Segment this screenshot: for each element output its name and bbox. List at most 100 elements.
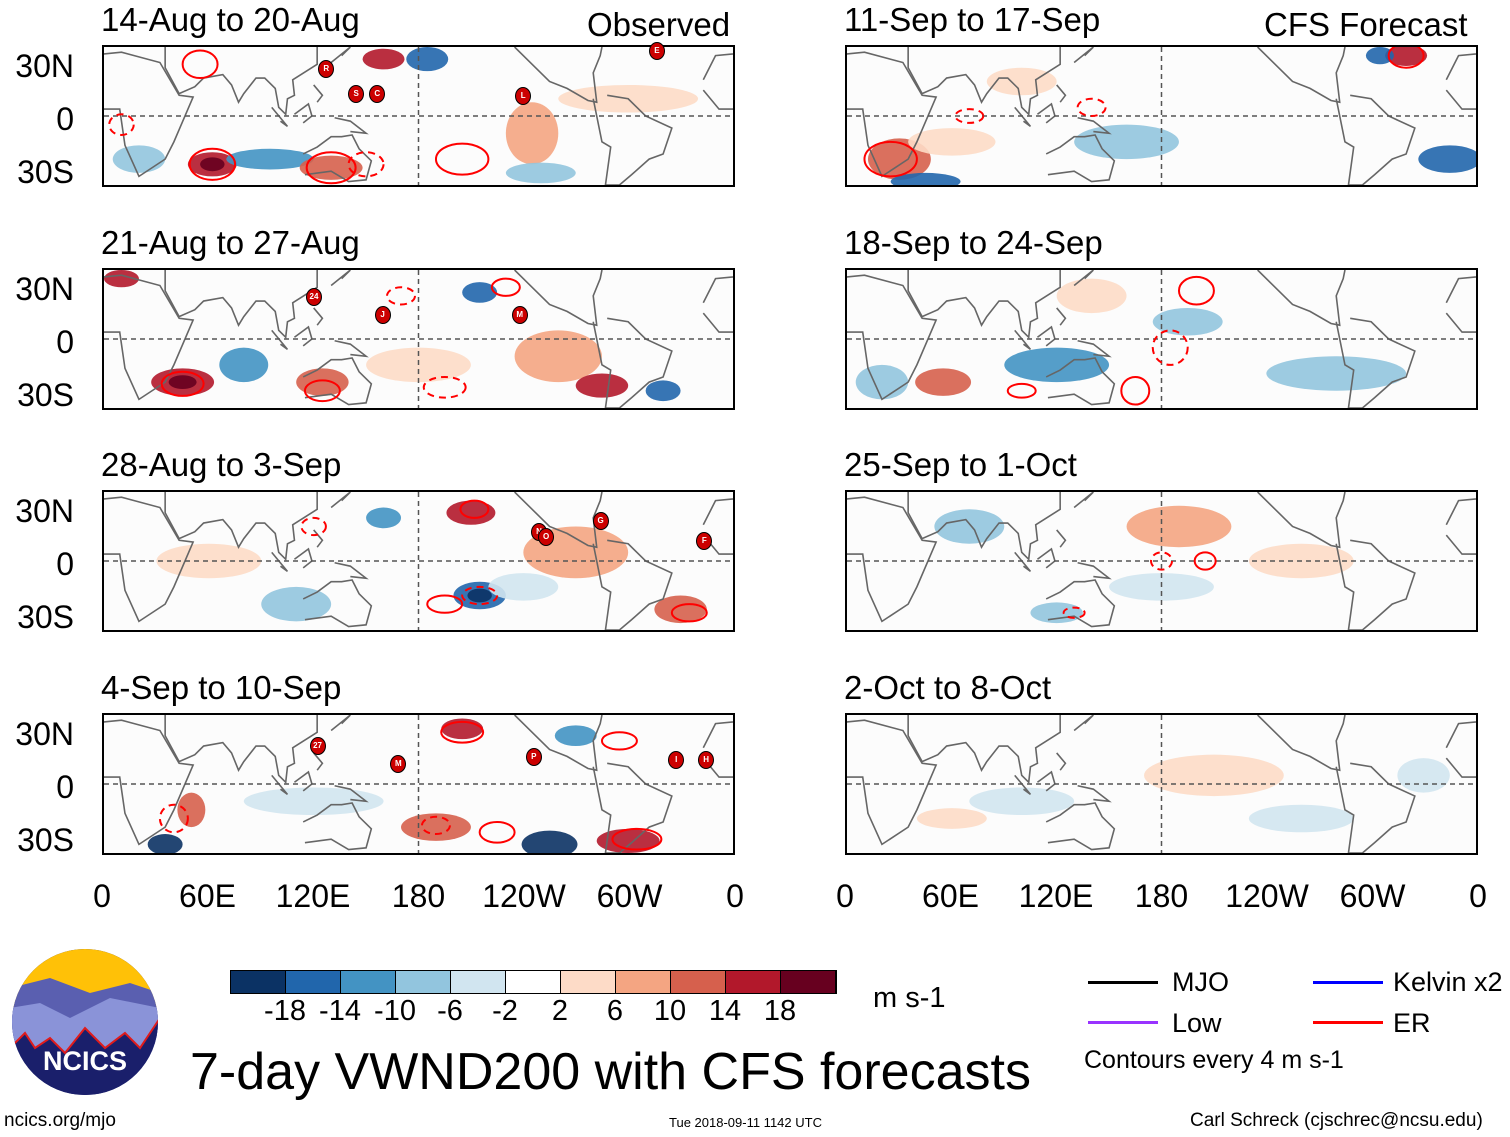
lat-label: 30N (15, 493, 74, 529)
anomaly-shading (406, 47, 449, 72)
legend-er-line (1313, 1021, 1383, 1024)
coastline (908, 715, 1060, 782)
coastline (1074, 47, 1093, 63)
coastline (515, 270, 602, 325)
er-contour (1121, 377, 1149, 405)
colorbar-swatch (396, 971, 451, 993)
coastline (335, 563, 366, 579)
anomaly-shading (200, 157, 225, 172)
coastline (703, 52, 735, 176)
coastline (272, 107, 288, 126)
coastline (593, 763, 672, 853)
coastline (331, 47, 350, 63)
figure-title: 7-day VWND200 with CFS forecasts (190, 1043, 1031, 1101)
panel-title: 28-Aug to 3-Sep (101, 446, 342, 483)
colorbar-swatch (671, 971, 726, 993)
coastline (102, 52, 193, 176)
coastline (1046, 135, 1114, 182)
vwnd-map-panel (845, 268, 1478, 410)
coastline (1446, 720, 1478, 844)
er-contour (1064, 608, 1085, 618)
coastline (1074, 715, 1093, 731)
coastline (1078, 786, 1109, 802)
coastline (908, 270, 1060, 337)
vwnd-map-panel (102, 268, 735, 410)
er-contour (462, 587, 497, 604)
coastline (845, 720, 936, 844)
er-contour (492, 279, 520, 296)
coastline (1037, 327, 1054, 346)
ncics-logo: NCICS (12, 949, 158, 1095)
anomaly-shading (908, 128, 996, 156)
legend-low: Low (1172, 1008, 1222, 1038)
coastline (1046, 803, 1114, 850)
er-contour (612, 829, 661, 850)
lon-label: 180 (1134, 878, 1189, 914)
coastline (1078, 118, 1109, 134)
tropical-cyclone-icon: P (525, 747, 542, 766)
anomaly-shading (1152, 307, 1223, 336)
anomaly-shading (986, 67, 1057, 96)
lon-label: 60W (596, 878, 663, 914)
tropical-cyclone-icon: C (369, 84, 386, 103)
tropical-cyclone-icon: S (348, 84, 365, 103)
lon-label: 120W (1225, 878, 1309, 914)
observed-column-title: Observed (587, 6, 731, 43)
footer-url[interactable]: ncics.org/mjo (4, 1110, 116, 1131)
coastline (331, 492, 350, 508)
coastline (515, 492, 602, 547)
anomaly-shading (1004, 347, 1110, 383)
tropical-cyclone-icon: I (668, 751, 685, 770)
coastline (303, 358, 371, 405)
legend-kelvin: Kelvin x2 (1393, 967, 1503, 997)
anomaly-shading (505, 162, 576, 184)
vwnd-map-panel (102, 490, 735, 632)
coastline (1258, 715, 1345, 770)
coastline (165, 492, 317, 559)
lon-label: 120W (482, 878, 566, 914)
lon-label: 0 (836, 878, 854, 914)
coastline (1078, 341, 1109, 357)
coastline (1336, 95, 1415, 185)
anomaly-shading (1144, 754, 1284, 797)
colorbar-swatch (231, 971, 286, 993)
coastline (845, 52, 936, 176)
coastline (335, 341, 366, 357)
coastline (703, 275, 735, 399)
coastline (845, 497, 936, 621)
coastline (335, 786, 366, 802)
forecast-column-title: CFS Forecast (1264, 6, 1468, 43)
er-contour (672, 604, 707, 621)
coastline (515, 715, 602, 770)
lon-label: 180 (391, 878, 446, 914)
coastline (1336, 540, 1415, 630)
er-contour (864, 142, 916, 177)
coastline (1074, 270, 1093, 286)
er-contour (424, 377, 466, 398)
coastline (1037, 104, 1054, 123)
colorbar-swatch (506, 971, 561, 993)
anomaly-shading (1126, 505, 1232, 548)
coastline (165, 47, 317, 114)
anomaly-shading (1365, 47, 1394, 65)
tropical-cyclone-icon: M (390, 754, 407, 773)
er-contour (1153, 330, 1188, 365)
lat-label: 30S (17, 377, 74, 413)
colorbar-units: m s-1 (873, 982, 946, 1014)
lat-label: 30N (15, 716, 74, 752)
er-contour (190, 149, 235, 180)
panel-title: 4-Sep to 10-Sep (101, 669, 342, 706)
panel-title: 21-Aug to 27-Aug (101, 224, 360, 261)
panel-title: 11-Sep to 17-Sep (844, 1, 1101, 38)
legend-er: ER (1393, 1008, 1431, 1038)
anomaly-shading (147, 834, 183, 853)
anomaly-shading (915, 368, 972, 396)
er-contour (307, 152, 356, 183)
coastline (1037, 772, 1054, 791)
lon-label: 120E (275, 878, 351, 914)
coastline (593, 95, 672, 185)
panel-title: 14-Aug to 20-Aug (101, 1, 360, 38)
coastline (303, 135, 371, 182)
anomaly-shading (1056, 278, 1127, 314)
